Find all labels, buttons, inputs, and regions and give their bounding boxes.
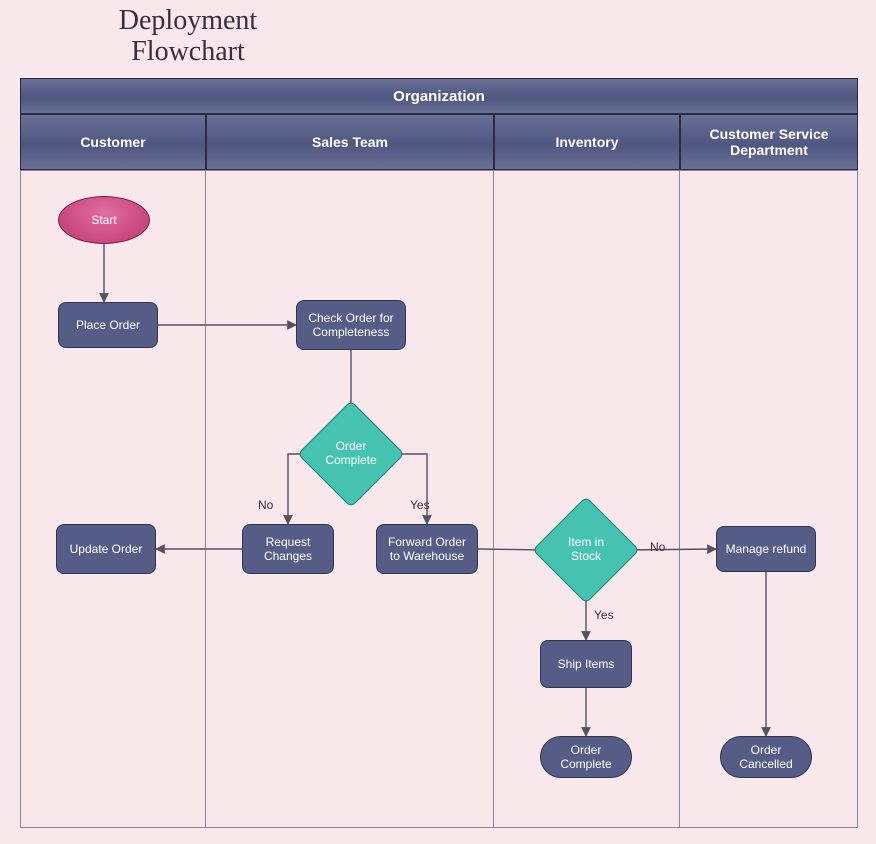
org-label: Organization (393, 88, 485, 105)
node-reqchg: Request Changes (242, 524, 334, 574)
lane-header-csd: Customer Service Department (680, 114, 858, 170)
node-ship: Ship Items (540, 640, 632, 688)
lane-header-customer: Customer (20, 114, 206, 170)
node-check: Check Order for Completeness (296, 300, 406, 350)
node-forward: Forward Order to Warehouse (376, 524, 478, 574)
node-instock: Item in Stock (548, 512, 624, 588)
swimlane-header-organization: Organization (20, 78, 858, 114)
node-place: Place Order (58, 302, 158, 348)
title-line1: Deployment (119, 5, 257, 36)
title-line2: Flowchart (131, 36, 245, 67)
node-update: Update Order (56, 524, 156, 574)
edge-label-instock-refund: No (650, 540, 665, 554)
node-ordcomp: Order Complete (313, 416, 389, 492)
node-done: Order Complete (540, 736, 632, 778)
node-label-instock: Item in Stock (548, 512, 624, 588)
lane-header-inventory: Inventory (494, 114, 680, 170)
page-title: Deployment Flowchart (88, 6, 288, 68)
node-refund: Manage refund (716, 526, 816, 572)
lane-header-sales: Sales Team (206, 114, 494, 170)
node-label-ordcomp: Order Complete (313, 416, 389, 492)
edge-label-ordcomp-reqchg: No (258, 498, 273, 512)
edge-label-ordcomp-forward: Yes (410, 498, 430, 512)
edge-label-instock-ship: Yes (594, 608, 614, 622)
node-cancel: Order Cancelled (720, 736, 812, 778)
lane-body-csd (680, 170, 858, 828)
lane-body-customer (20, 170, 206, 828)
node-start: Start (58, 196, 150, 244)
